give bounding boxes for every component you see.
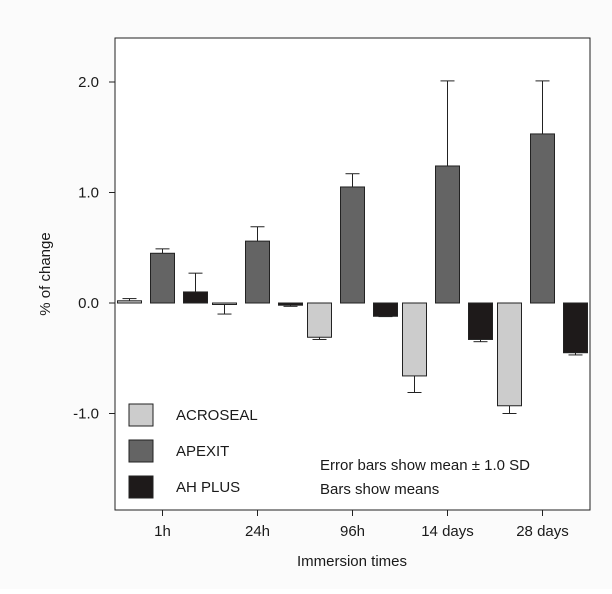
bar-acroseal-28-days <box>497 302 522 407</box>
bar-apexit-96h <box>340 186 365 304</box>
y-axis-label: % of change <box>37 232 54 315</box>
y-tick-label-2.0: 2.0 <box>78 74 99 91</box>
y-tick-label--1.0: -1.0 <box>73 406 99 423</box>
bar-ah-plus-1h <box>183 291 208 304</box>
legend-swatch-ah-plus <box>128 475 154 499</box>
bar-ah-plus-96h <box>373 302 398 317</box>
bar-acroseal-1h <box>117 300 142 304</box>
bar-apexit-24h <box>245 240 270 304</box>
legend: ACROSEAL APEXIT AH PLUS <box>128 403 258 499</box>
bar-acroseal-24h <box>212 302 237 305</box>
bar-apexit-14-days <box>435 165 460 304</box>
y-tick-label-1.0: 1.0 <box>78 185 99 202</box>
x-tick-label-1h: 1h <box>154 523 171 540</box>
bar-ah-plus-24h <box>278 302 303 306</box>
bar-ah-plus-28-days <box>563 302 588 354</box>
x-axis: 1h 24h 96h 14 days 28 days <box>154 510 569 540</box>
note-bars-means: Bars show means <box>320 481 439 498</box>
legend-label-apexit: APEXIT <box>176 443 229 460</box>
bar-acroseal-14-days <box>402 302 427 377</box>
legend-swatch-acroseal <box>128 403 154 427</box>
bars-group <box>117 133 588 407</box>
bar-apexit-1h <box>150 252 175 304</box>
bar-apexit-28-days <box>530 133 555 304</box>
x-tick-label-24h: 24h <box>245 523 270 540</box>
x-tick-label-96h: 96h <box>340 523 365 540</box>
legend-label-acroseal: ACROSEAL <box>176 407 258 424</box>
bar-acroseal-96h <box>307 302 332 338</box>
legend-label-ah-plus: AH PLUS <box>176 479 240 496</box>
x-axis-label: Immersion times <box>297 553 407 570</box>
legend-swatch-apexit <box>128 439 154 463</box>
y-tick-label-0.0: 0.0 <box>78 295 99 312</box>
bar-ah-plus-14-days <box>468 302 493 340</box>
error-bars-group <box>122 80 583 414</box>
x-tick-label-14-days: 14 days <box>421 523 474 540</box>
y-axis: 2.0 1.0 0.0 -1.0 <box>73 74 115 423</box>
x-tick-label-28-days: 28 days <box>516 523 569 540</box>
note-error-bars: Error bars show mean ± 1.0 SD <box>320 457 530 474</box>
